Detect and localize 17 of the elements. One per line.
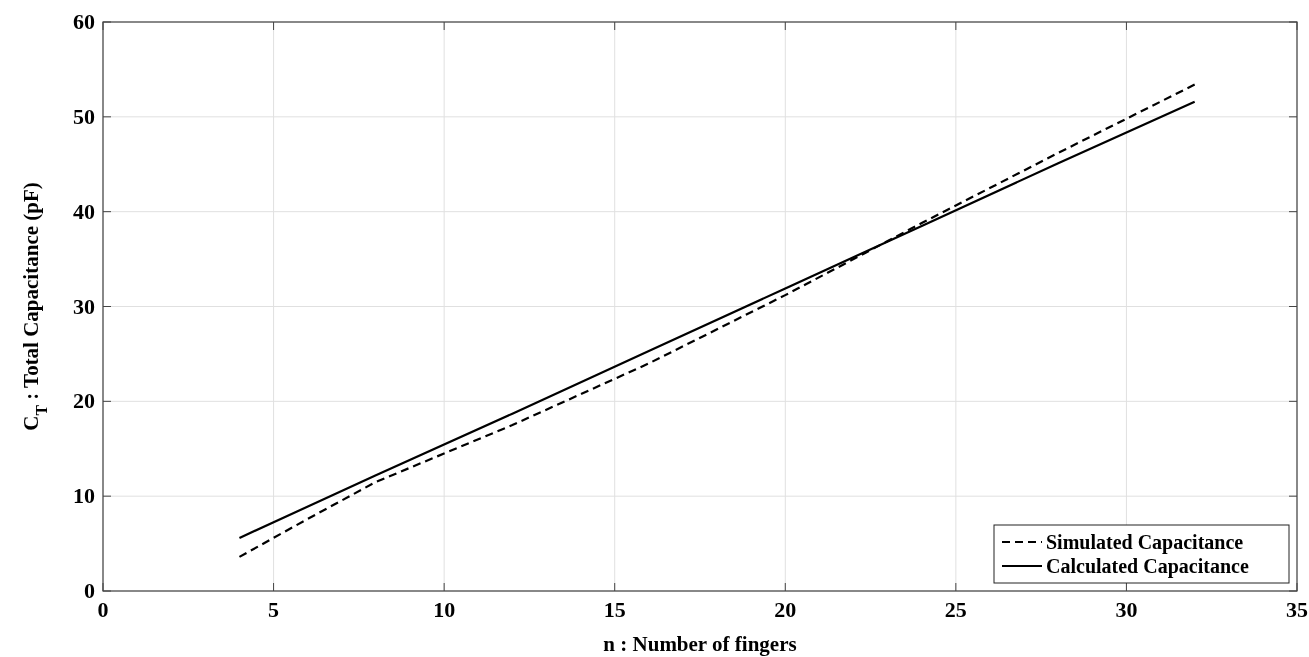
y-tick-label: 0 [84,578,95,603]
legend-label: Simulated Capacitance [1046,531,1244,554]
x-tick-label: 5 [268,597,280,622]
y-tick-label: 60 [73,9,95,34]
y-tick-label: 50 [73,103,95,129]
legend-label: Calculated Capacitance [1046,555,1249,578]
x-tick-label: 25 [944,597,967,622]
y-tick-label: 40 [73,198,95,224]
x-tick-label: 35 [1286,597,1308,622]
y-tick-label: 10 [73,483,95,509]
y-tick-label: 20 [73,388,95,414]
x-axis-title: n : Number of fingers [603,632,797,656]
x-tick-label: 15 [603,597,626,622]
x-tick-label: 30 [1115,597,1138,622]
x-tick-label: 10 [433,597,456,622]
x-tick-label: 20 [774,597,797,622]
y-tick-label: 30 [73,293,95,319]
